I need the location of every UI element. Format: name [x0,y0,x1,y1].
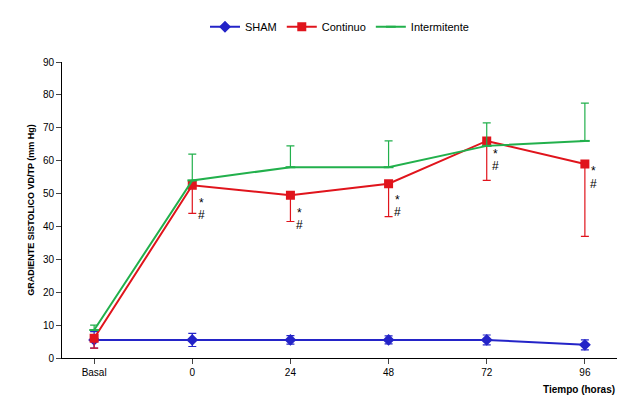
svg-text:72: 72 [481,367,493,378]
svg-text:0: 0 [48,353,54,364]
svg-text:*: * [591,164,596,178]
svg-text:*: * [199,196,204,210]
svg-text:*: * [395,193,400,207]
svg-text:Basal: Basal [82,367,107,378]
svg-text:#: # [198,208,205,222]
svg-text:SHAM: SHAM [245,21,277,33]
svg-text:#: # [590,177,597,191]
svg-text:70: 70 [43,122,55,133]
svg-text:20: 20 [43,287,55,298]
svg-text:Continuo: Continuo [322,21,366,33]
svg-text:40: 40 [43,221,55,232]
svg-text:96: 96 [579,367,591,378]
svg-text:60: 60 [43,155,55,166]
svg-text:#: # [394,205,401,219]
svg-text:*: * [297,206,302,220]
svg-text:24: 24 [285,367,297,378]
svg-text:#: # [492,159,499,173]
svg-text:30: 30 [43,254,55,265]
svg-text:Intermitente: Intermitente [411,21,469,33]
svg-text:48: 48 [383,367,395,378]
svg-text:90: 90 [43,57,55,68]
svg-text:0: 0 [189,367,195,378]
svg-text:Tiempo (horas): Tiempo (horas) [543,384,615,395]
svg-text:50: 50 [43,188,55,199]
svg-text:80: 80 [43,89,55,100]
svg-text:10: 10 [43,320,55,331]
svg-text:*: * [493,147,498,161]
svg-text:#: # [296,218,303,232]
svg-text:GRADIENTE SISTOLICO VD/TP (mm: GRADIENTE SISTOLICO VD/TP (mm Hg) [26,124,36,296]
